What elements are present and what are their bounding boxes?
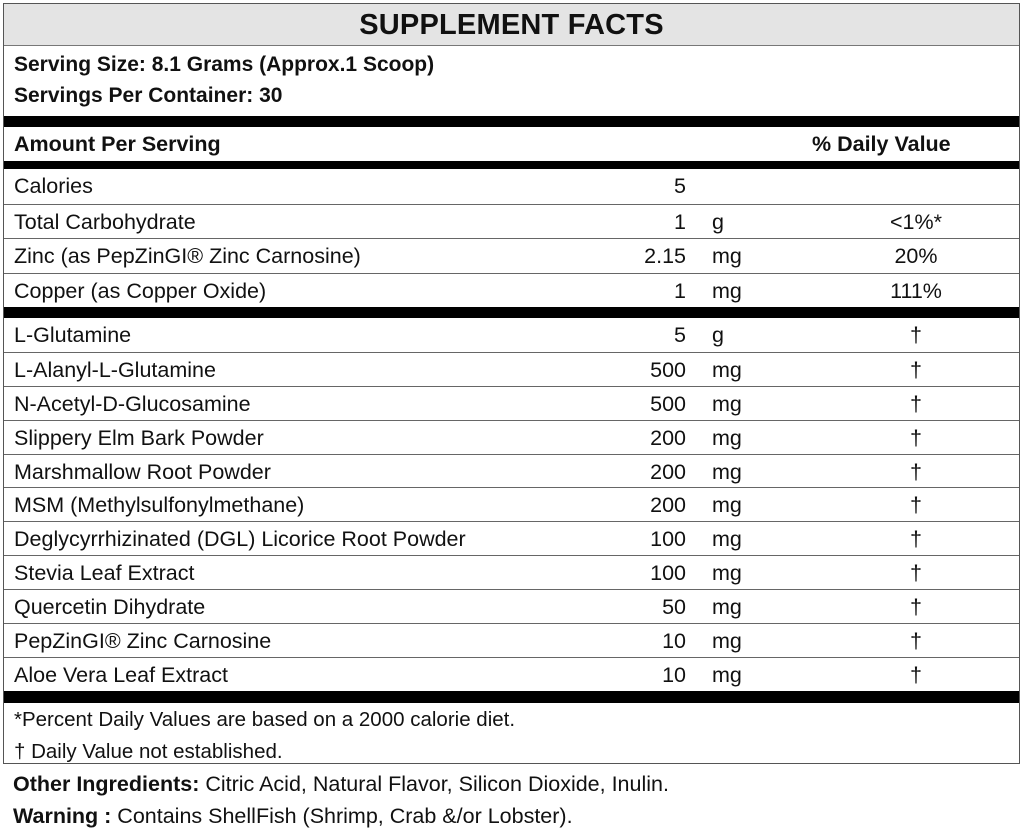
unit: mg <box>712 561 742 586</box>
table-header: Amount Per Serving % Daily Value <box>4 127 1019 161</box>
panel-title: SUPPLEMENT FACTS <box>4 4 1019 46</box>
daily-value: <1%* <box>890 209 942 234</box>
thick-divider <box>4 161 1019 169</box>
daily-value: † <box>910 629 922 654</box>
unit: mg <box>712 459 742 484</box>
warning-label: Warning : <box>13 804 112 828</box>
unit: mg <box>712 595 742 620</box>
thick-divider <box>4 116 1019 127</box>
ingredient-name: Total Carbohydrate <box>14 209 196 234</box>
table-row: Zinc (as PepZinGI® Zinc Carnosine) 2.15 mg… <box>4 238 1019 273</box>
amount-per-serving-header: Amount Per Serving <box>14 131 221 156</box>
amount: 1 <box>674 278 686 303</box>
unit: mg <box>712 493 742 518</box>
table-row: Copper (as Copper Oxide) 1 mg 111% <box>4 272 1019 308</box>
amount: 500 <box>650 391 686 416</box>
other-ingredients-text: Citric Acid, Natural Flavor, Silicon Dio… <box>199 772 669 796</box>
daily-value: † <box>910 493 922 518</box>
ingredient-name: Copper (as Copper Oxide) <box>14 278 267 303</box>
unit: mg <box>712 357 742 382</box>
serving-info: Serving Size: 8.1 Grams (Approx.1 Scoop)… <box>4 46 1019 116</box>
ingredient-rows: L-Glutamine 5 g † L-Alanyl-L-Glutamine 500 mg †… <box>4 318 1019 691</box>
ingredient-name: PepZinGI® Zinc Carnosine <box>14 629 272 654</box>
ingredient-name: Calories <box>14 174 93 198</box>
ingredient-name: Zinc (as PepZinGI® Zinc Carnosine) <box>14 244 361 268</box>
daily-value: † <box>910 425 922 450</box>
amount: 5 <box>674 323 686 347</box>
unit: mg <box>712 278 742 303</box>
other-ingredients-label: Other Ingredients: <box>13 772 200 796</box>
footnote-percent: *Percent Daily Values are based on a 200… <box>14 707 516 731</box>
table-row: Deglycyrrhizinated (DGL) Licorice Root P… <box>4 521 1019 555</box>
daily-value: 111% <box>890 278 942 303</box>
amount: 200 <box>650 459 686 484</box>
ingredient-name: Slippery Elm Bark Powder <box>14 425 264 450</box>
daily-value: † <box>910 323 922 347</box>
warning: Warning : Contains ShellFish (Shrimp, Cr… <box>13 804 573 829</box>
daily-value: † <box>910 391 922 416</box>
table-row: Total Carbohydrate 1 g <1%* <box>4 203 1019 239</box>
daily-value: † <box>910 561 922 586</box>
daily-value: † <box>910 595 922 620</box>
daily-value: 20% <box>894 244 938 268</box>
nutrient-rows: Calories 5 Total Carbohydrate 1 g <1%* Zinc (a… <box>4 169 1019 307</box>
amount: 200 <box>650 493 686 518</box>
warning-text: Contains ShellFish (Shrimp, Crab &/or Lo… <box>111 804 573 828</box>
daily-value-header: % Daily Value <box>812 131 951 156</box>
unit: mg <box>712 244 742 268</box>
other-ingredients: Other Ingredients: Citric Acid, Natural … <box>13 772 669 797</box>
daily-value: † <box>910 527 922 552</box>
serving-size: Serving Size: 8.1 Grams (Approx.1 Scoop) <box>14 53 435 76</box>
footnotes: *Percent Daily Values are based on a 200… <box>4 703 1019 767</box>
ingredient-name: Quercetin Dihydrate <box>14 595 206 620</box>
table-row: L-Alanyl-L-Glutamine 500 mg † <box>4 351 1019 386</box>
amount: 100 <box>650 561 686 586</box>
thick-divider <box>4 690 1019 703</box>
ingredient-name: MSM (Methylsulfonylmethane) <box>14 493 305 518</box>
table-row: PepZinGI® Zinc Carnosine 10 mg † <box>4 623 1019 657</box>
amount: 100 <box>650 527 686 552</box>
amount: 1 <box>674 209 686 234</box>
table-row: Aloe Vera Leaf Extract 10 mg † <box>4 656 1019 691</box>
amount: 10 <box>662 629 686 654</box>
ingredient-name: L-Glutamine <box>14 323 132 347</box>
unit: mg <box>712 527 742 552</box>
amount: 5 <box>674 174 686 198</box>
daily-value: † <box>910 459 922 484</box>
daily-value: † <box>910 357 922 382</box>
ingredient-name: Stevia Leaf Extract <box>14 561 195 586</box>
table-row: Quercetin Dihydrate 50 mg † <box>4 589 1019 623</box>
ingredient-name: Deglycyrrhizinated (DGL) Licorice Root P… <box>14 527 466 552</box>
ingredient-name: L-Alanyl-L-Glutamine <box>14 357 216 382</box>
table-row: Marshmallow Root Powder 200 mg † <box>4 453 1019 488</box>
amount: 2.15 <box>644 244 686 268</box>
amount: 200 <box>650 425 686 450</box>
amount: 10 <box>662 662 686 687</box>
table-row: L-Glutamine 5 g † <box>4 318 1019 352</box>
unit: g <box>712 323 724 347</box>
ingredient-name: N-Acetyl-D-Glucosamine <box>14 391 251 416</box>
unit: mg <box>712 662 742 687</box>
unit: g <box>712 209 724 234</box>
supplement-facts-panel: SUPPLEMENT FACTS Serving Size: 8.1 Grams… <box>3 3 1020 764</box>
table-row: Slippery Elm Bark Powder 200 mg † <box>4 419 1019 454</box>
unit: mg <box>712 425 742 450</box>
amount: 500 <box>650 357 686 382</box>
footnote-dagger: † Daily Value not established. <box>14 739 283 763</box>
table-row: MSM (Methylsulfonylmethane) 200 mg † <box>4 487 1019 521</box>
servings-per-container: Servings Per Container: 30 <box>14 84 283 107</box>
table-row: Calories 5 <box>4 169 1019 204</box>
unit: mg <box>712 629 742 654</box>
ingredient-name: Marshmallow Root Powder <box>14 459 271 484</box>
table-row: N-Acetyl-D-Glucosamine 500 mg † <box>4 385 1019 420</box>
unit: mg <box>712 391 742 416</box>
thick-divider <box>4 307 1019 318</box>
ingredient-name: Aloe Vera Leaf Extract <box>14 662 228 687</box>
daily-value: † <box>910 662 922 687</box>
amount: 50 <box>662 595 686 620</box>
table-row: Stevia Leaf Extract 100 mg † <box>4 555 1019 589</box>
